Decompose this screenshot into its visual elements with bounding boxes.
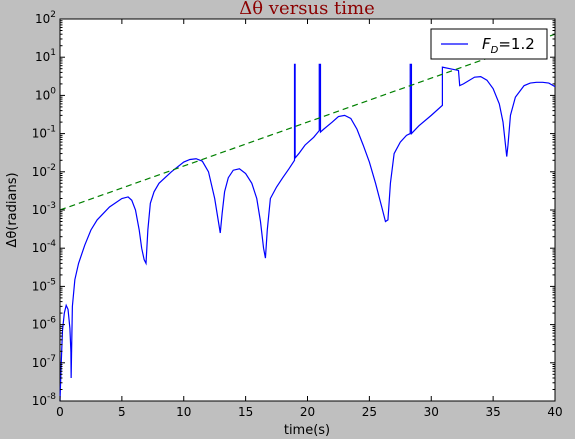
legend: FD=1.2 <box>430 28 548 60</box>
x-tick-label: 15 <box>238 405 253 419</box>
x-tick-label: 5 <box>118 405 126 419</box>
x-tick-label: 0 <box>56 405 64 419</box>
ticks-layer: 0 5 10 15 20 25 30 35 40 102 101 100 10-1 10-2 10-3 10-… <box>32 10 563 419</box>
y-tick-label: 102 <box>35 10 56 26</box>
series-line-0 <box>59 63 556 402</box>
x-tick-label: 30 <box>424 405 439 419</box>
legend-label: FD=1.2 <box>482 35 535 56</box>
legend-label-sub: D <box>491 45 499 56</box>
y-tick-label: 10-2 <box>32 163 56 179</box>
y-tick-label: 10-5 <box>32 277 56 293</box>
x-tick-label: 40 <box>547 405 562 419</box>
y-tick-label: 10-7 <box>32 354 56 370</box>
series-layer <box>59 33 556 402</box>
y-tick-label: 100 <box>35 86 56 102</box>
x-axis-label: time(s) <box>284 423 330 438</box>
y-tick-label: 10-1 <box>32 125 56 141</box>
chart-title: Δθ versus time <box>239 0 374 19</box>
x-tick-label: 10 <box>176 405 191 419</box>
y-tick-label: 10-3 <box>32 201 56 217</box>
x-tick-label: 25 <box>362 405 377 419</box>
x-tick-label: 20 <box>300 405 315 419</box>
y-tick-label: 101 <box>35 48 56 64</box>
y-axis-label: Δθ(radians) <box>5 172 20 247</box>
series-line-1 <box>59 33 556 211</box>
y-tick-label: 10-8 <box>32 392 57 408</box>
legend-label-suffix: =1.2 <box>498 35 534 53</box>
plot-area <box>59 18 556 402</box>
y-tick-label: 10-4 <box>32 239 57 255</box>
y-tick-label: 10-6 <box>32 316 57 332</box>
x-tick-label: 35 <box>485 405 500 419</box>
legend-label-main: F <box>482 35 491 53</box>
